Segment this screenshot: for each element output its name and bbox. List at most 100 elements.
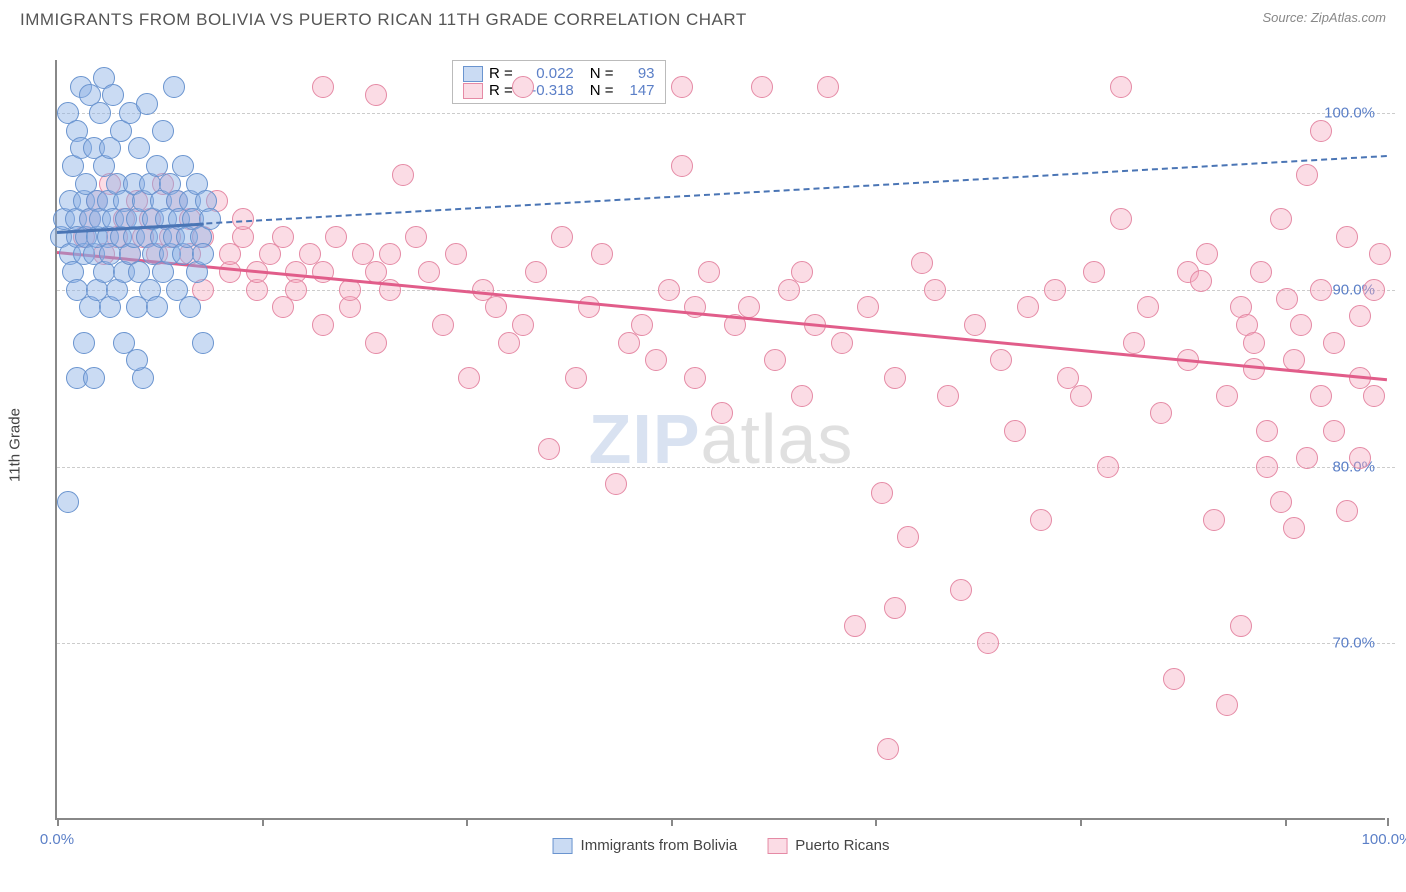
data-point <box>565 367 587 389</box>
data-point <box>591 243 613 265</box>
data-point <box>711 402 733 424</box>
data-point <box>1243 332 1265 354</box>
data-point <box>645 349 667 371</box>
data-point <box>884 367 906 389</box>
data-point <box>126 349 148 371</box>
data-point <box>844 615 866 637</box>
data-point <box>897 526 919 548</box>
data-point <box>445 243 467 265</box>
gridline <box>57 467 1395 468</box>
data-point <box>512 314 534 336</box>
data-point <box>857 296 879 318</box>
source-label: Source: ZipAtlas.com <box>1262 10 1386 25</box>
data-point <box>751 76 773 98</box>
data-point <box>272 226 294 248</box>
data-point <box>1216 385 1238 407</box>
data-point <box>512 76 534 98</box>
x-tick-label: 0.0% <box>40 831 74 848</box>
data-point <box>791 261 813 283</box>
data-point <box>1349 447 1371 469</box>
swatch-bolivia-icon <box>463 66 483 82</box>
gridline <box>57 113 1395 114</box>
data-point <box>551 226 573 248</box>
n-value: 93 <box>620 65 655 82</box>
data-point <box>192 332 214 354</box>
data-point <box>791 385 813 407</box>
data-point <box>1290 314 1312 336</box>
data-point <box>325 226 347 248</box>
data-point <box>152 120 174 142</box>
data-point <box>977 632 999 654</box>
data-point <box>525 261 547 283</box>
data-point <box>83 367 105 389</box>
data-point <box>418 261 440 283</box>
y-axis-label: 11th Grade <box>7 408 24 482</box>
data-point <box>365 84 387 106</box>
data-point <box>1250 261 1272 283</box>
data-point <box>1349 305 1371 327</box>
data-point <box>671 76 693 98</box>
data-point <box>136 93 158 115</box>
n-label: N = <box>590 65 614 82</box>
data-point <box>1150 402 1172 424</box>
data-point <box>1369 243 1391 265</box>
data-point <box>1017 296 1039 318</box>
data-point <box>405 226 427 248</box>
data-point <box>1230 615 1252 637</box>
data-point <box>631 314 653 336</box>
data-point <box>1110 76 1132 98</box>
data-point <box>1310 120 1332 142</box>
data-point <box>485 296 507 318</box>
data-point <box>578 296 600 318</box>
data-point <box>1137 296 1159 318</box>
data-point <box>312 76 334 98</box>
data-point <box>128 137 150 159</box>
data-point <box>285 279 307 301</box>
legend-label: Puerto Ricans <box>795 837 889 854</box>
legend-item-bolivia: Immigrants from Bolivia <box>553 837 738 854</box>
data-point <box>1296 164 1318 186</box>
y-tick-label: 100.0% <box>1324 105 1375 122</box>
data-point <box>1363 385 1385 407</box>
data-point <box>1030 509 1052 531</box>
data-point <box>1203 509 1225 531</box>
data-point <box>1256 420 1278 442</box>
swatch-bolivia-icon <box>553 838 573 854</box>
data-point <box>1296 447 1318 469</box>
x-tick-label: 100.0% <box>1362 831 1406 848</box>
data-point <box>924 279 946 301</box>
data-point <box>57 491 79 513</box>
data-point <box>163 76 185 98</box>
data-point <box>1270 491 1292 513</box>
data-point <box>1070 385 1092 407</box>
r-label: R = <box>489 65 513 82</box>
data-point <box>1190 270 1212 292</box>
legend-item-pr: Puerto Ricans <box>767 837 889 854</box>
data-point <box>1336 226 1358 248</box>
data-point <box>1283 517 1305 539</box>
x-tick <box>1285 818 1287 826</box>
data-point <box>392 164 414 186</box>
data-point <box>1083 261 1105 283</box>
data-point <box>738 296 760 318</box>
data-point <box>877 738 899 760</box>
data-point <box>764 349 786 371</box>
data-point <box>1044 279 1066 301</box>
data-point <box>605 473 627 495</box>
n-value: 147 <box>620 82 655 99</box>
x-tick <box>1080 818 1082 826</box>
data-point <box>1336 500 1358 522</box>
data-point <box>950 579 972 601</box>
series-legend: Immigrants from Bolivia Puerto Ricans <box>553 837 890 854</box>
data-point <box>146 296 168 318</box>
data-point <box>1270 208 1292 230</box>
data-point <box>179 296 201 318</box>
data-point <box>73 332 95 354</box>
data-point <box>937 385 959 407</box>
data-point <box>1276 288 1298 310</box>
x-tick <box>1387 818 1389 826</box>
data-point <box>199 208 221 230</box>
data-point <box>1004 420 1026 442</box>
chart-area: 11th Grade ZIPatlas R = 0.022 N = 93 R =… <box>0 30 1406 860</box>
data-point <box>684 367 706 389</box>
